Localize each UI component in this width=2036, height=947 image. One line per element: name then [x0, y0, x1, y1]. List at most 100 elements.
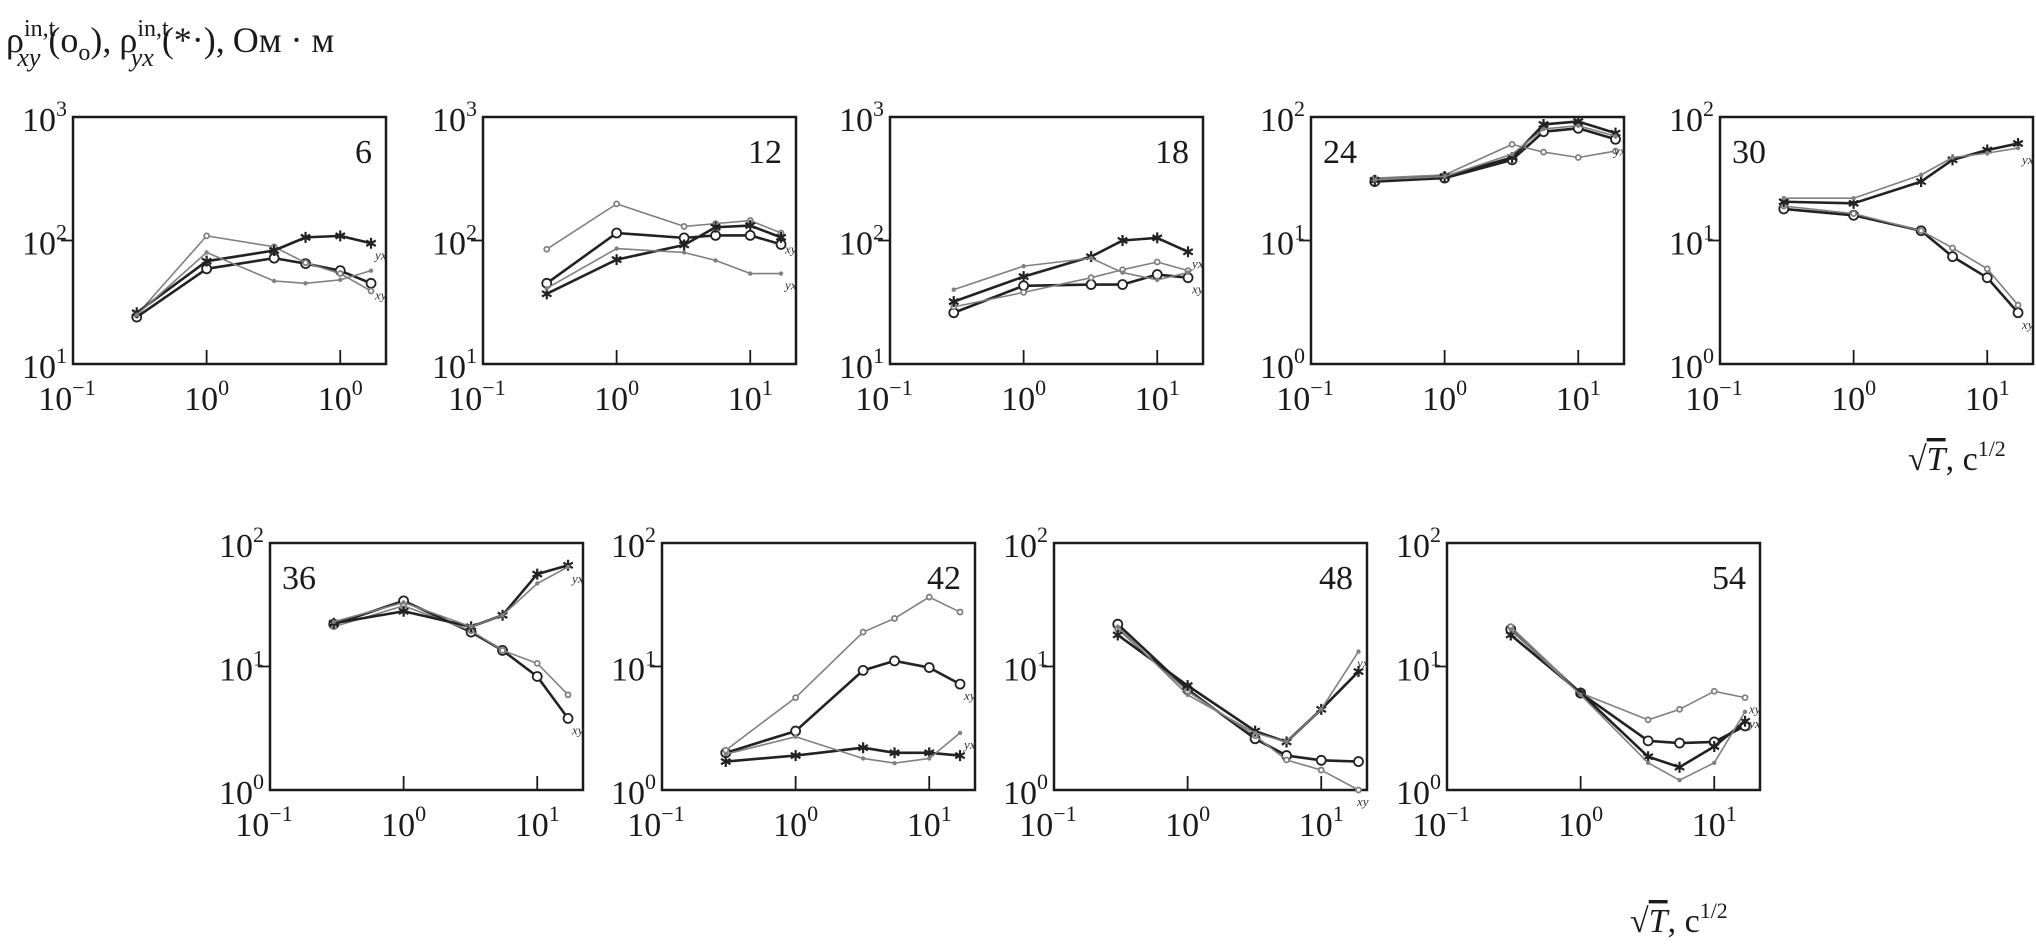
panel-number: 6: [355, 134, 372, 171]
x-tick-label: 10−1: [38, 375, 95, 418]
x-tick-label: 10−1: [1412, 801, 1469, 844]
data-point-xy_small: [722, 746, 730, 754]
y-tick-label: 102: [1396, 522, 1441, 565]
data-point-yx_dot: [1284, 739, 1289, 745]
data-point-xy_small: [499, 647, 506, 654]
curve-label: yx: [783, 278, 797, 293]
data-point-xy_large: [923, 662, 935, 673]
data-point-yx_dot: [1918, 172, 1924, 178]
series-line-xy_small: [1783, 205, 2019, 306]
x-tick-label: 100: [1558, 801, 1603, 844]
data-point-yx_dot: [681, 250, 687, 255]
data-point-yx_dot: [1021, 263, 1026, 269]
series-line-yx_dot: [546, 247, 782, 290]
curve-label: yx: [1355, 656, 1369, 671]
x-tick-label: 100: [773, 801, 818, 844]
x-tick-label: 101: [1299, 801, 1344, 844]
data-point-yx_dot: [1578, 692, 1583, 697]
plot-frame: [1309, 115, 1626, 366]
x-tick-label: 10−1: [448, 375, 505, 418]
data-point-xy_small: [1574, 154, 1582, 161]
series-line-yx_star: [1116, 633, 1360, 744]
data-point-yx_dot: [1851, 196, 1856, 201]
data-point-yx_star: [365, 237, 377, 249]
data-point-xy_small: [680, 223, 688, 230]
data-point-xy_small: [1741, 694, 1749, 701]
data-point-yx_dot: [951, 287, 956, 292]
series-line-xy_small: [1374, 143, 1616, 179]
data-point-xy_small: [1540, 148, 1547, 156]
data-point-xy_large: [1674, 737, 1685, 749]
data-point-xy_large: [1315, 754, 1327, 766]
data-point-yx_dot: [468, 624, 474, 629]
data-point-yx_star: [720, 756, 732, 768]
data-point-yx_dot: [1252, 730, 1258, 736]
data-point-xy_small: [367, 287, 375, 295]
y-tick-label: 101: [22, 343, 67, 386]
panel-number: 36: [282, 560, 316, 597]
data-point-xy_small: [956, 608, 964, 616]
data-point-xy_small: [925, 593, 933, 601]
curve-label: xy: [1191, 282, 1204, 297]
panel-number: 18: [1155, 134, 1189, 171]
data-point-yx_star: [1915, 176, 1927, 188]
y-tick-label: 102: [1003, 522, 1048, 565]
data-point-yx_star: [948, 296, 960, 308]
data-point-yx_star: [611, 254, 622, 266]
curve-label: xy: [374, 287, 387, 302]
data-point-xy_small: [1020, 288, 1028, 296]
data-point-yx_star: [678, 239, 690, 251]
data-point-xy_small: [1850, 210, 1858, 218]
data-point-yx_star: [775, 231, 787, 243]
x-tick-label: 10−1: [1276, 375, 1333, 418]
data-point-yx_dot: [303, 281, 308, 286]
series-line-xy_large: [953, 273, 1189, 314]
x-tick-label: 100: [1831, 375, 1876, 418]
series-line-xy_large: [725, 659, 961, 755]
series-line-xy_small: [953, 261, 1189, 308]
data-point-yx_star: [954, 750, 966, 762]
x-tick-label: 100: [1422, 375, 1467, 418]
data-point-yx_dot: [368, 268, 374, 273]
y-tick-label: 102: [611, 522, 656, 565]
data-point-xy_small: [1283, 756, 1290, 764]
data-point-yx_dot: [860, 756, 866, 761]
x-tick-label: 101: [907, 801, 952, 844]
series-line-yx_star: [333, 564, 569, 629]
data-point-xy_small: [1612, 147, 1619, 155]
x-tick-label: 10−1: [1019, 801, 1076, 844]
x-tick-label: 100: [1001, 375, 1046, 418]
x-axis-title-bottom: √T, c1/2: [1630, 898, 1728, 940]
y-tick-label: 102: [219, 522, 264, 565]
data-point-yx_dot: [331, 619, 336, 625]
y-tick-label: 102: [1669, 96, 1714, 139]
y-tick-label: 102: [22, 220, 67, 263]
data-point-yx_star: [1182, 680, 1193, 692]
data-point-yx_dot: [1985, 150, 1990, 156]
data-point-yx_dot: [1781, 196, 1786, 201]
series-line-xy_large: [1509, 628, 1746, 745]
series-line-xy_small: [725, 596, 961, 751]
data-point-yx_dot: [1319, 707, 1324, 712]
data-point-xy_small: [543, 245, 551, 253]
data-point-xy_large: [1353, 756, 1364, 767]
data-point-xy_small: [1317, 766, 1325, 774]
data-point-yx_dot: [1576, 123, 1581, 128]
data-point-xy_large: [1981, 272, 1993, 284]
data-point-xy_large: [889, 655, 900, 667]
data-point-xy_large: [744, 229, 756, 241]
data-point-yx_dot: [1155, 277, 1160, 283]
y-tick-label: 103: [839, 96, 884, 139]
series-line-yx_star: [953, 236, 1189, 303]
x-tick-label: 100: [1165, 801, 1210, 844]
data-point-xy_large: [790, 725, 802, 737]
data-point-xy_small: [1087, 274, 1095, 282]
x-tick-label: 101: [1135, 375, 1180, 418]
data-point-yx_star: [790, 750, 801, 762]
y-tick-label: 102: [839, 220, 884, 263]
